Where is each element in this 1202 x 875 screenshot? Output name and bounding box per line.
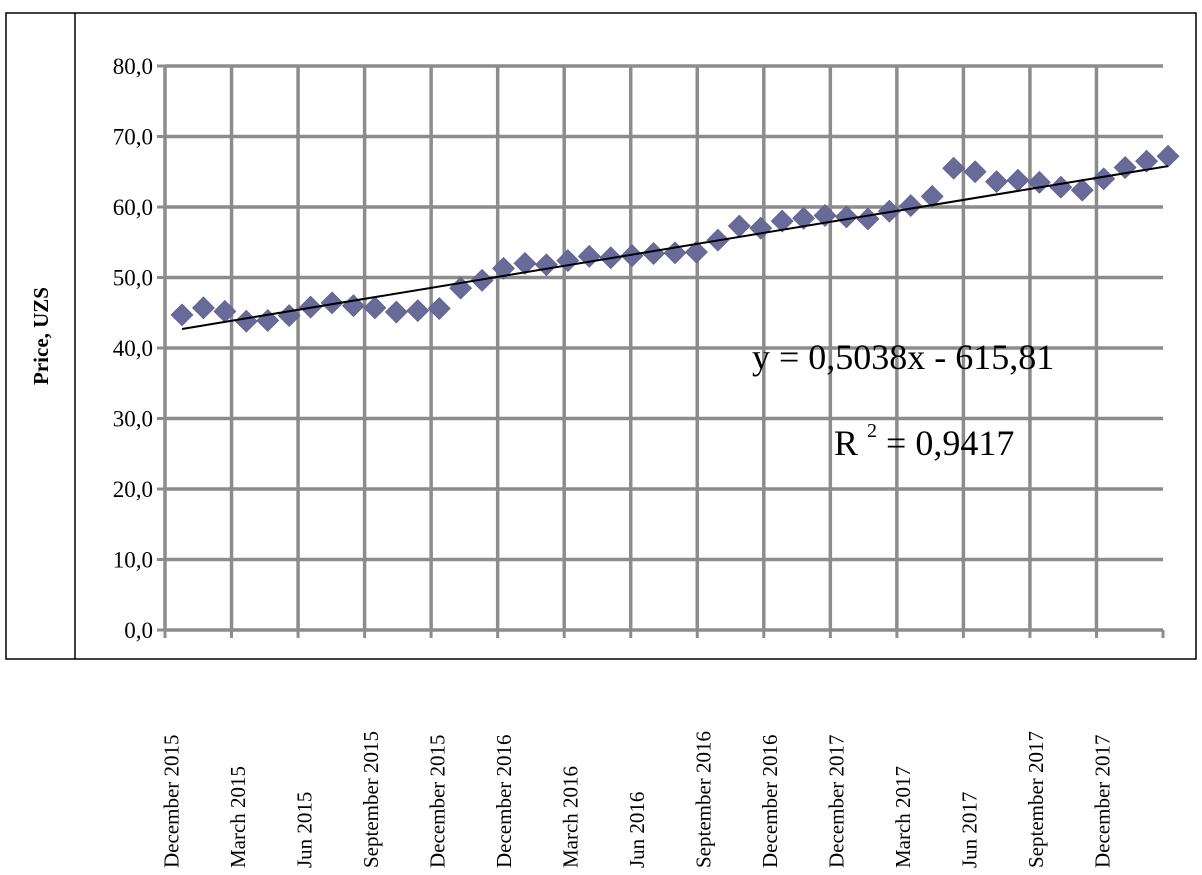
data-point xyxy=(985,170,1008,194)
data-point xyxy=(899,194,923,218)
gridlines xyxy=(165,64,1163,630)
data-point xyxy=(449,276,473,300)
data-point xyxy=(577,244,601,268)
data-point xyxy=(492,256,515,280)
y-tick-label: 40,0 xyxy=(113,336,153,361)
x-tick-label: December 2016 xyxy=(492,734,516,868)
data-point xyxy=(342,294,365,318)
data-point xyxy=(427,297,451,320)
data-point xyxy=(749,216,773,240)
data-point xyxy=(384,300,408,324)
x-tick-label: March 2016 xyxy=(558,766,582,868)
x-tick-label: December 2017 xyxy=(825,734,849,868)
r-squared-superscript: 2 xyxy=(867,420,877,442)
r-squared-label: R 2 = 0,9417 xyxy=(834,405,1014,463)
y-tick-label: 80,0 xyxy=(113,54,153,79)
axes xyxy=(157,64,1165,638)
data-point xyxy=(620,244,644,268)
data-point xyxy=(856,207,880,231)
data-point xyxy=(234,309,258,333)
data-point xyxy=(685,240,708,264)
y-tick-label: 70,0 xyxy=(113,125,153,150)
data-point xyxy=(1006,168,1030,192)
x-tick-label: September 2016 xyxy=(692,731,716,868)
x-axis-ticks: December 2015 March 2015 Jun 2015 September… xyxy=(159,731,1114,868)
r-squared-value: = 0,9417 xyxy=(886,423,1014,463)
data-point xyxy=(192,296,215,320)
data-point xyxy=(170,303,194,327)
trendline-equation: y = 0,5038x - 615,81 xyxy=(752,337,1054,377)
r-squared-symbol: R xyxy=(834,423,858,463)
data-point xyxy=(513,251,537,275)
data-point xyxy=(963,160,987,184)
data-point xyxy=(1049,175,1073,199)
x-tick-label: Jun 2015 xyxy=(292,792,316,868)
chart-frame xyxy=(5,12,1197,660)
trendline xyxy=(181,165,1169,330)
y-axis-ticks: 0,0 10,0 20,0 30,0 40,0 50,0 60,0 70,0 80,0 xyxy=(113,54,153,643)
data-point xyxy=(663,241,687,265)
data-points xyxy=(170,144,1180,333)
data-point xyxy=(727,214,751,238)
data-point xyxy=(363,296,387,320)
data-point xyxy=(770,209,794,233)
x-tick-label: Jun 2017 xyxy=(958,792,982,868)
x-tick-label: September 2017 xyxy=(1024,731,1048,868)
data-point xyxy=(1027,170,1051,194)
y-tick-label: 20,0 xyxy=(113,477,153,502)
x-tick-label: December 2015 xyxy=(159,734,183,868)
data-point xyxy=(920,185,944,208)
y-tick-label: 30,0 xyxy=(113,407,153,432)
data-point xyxy=(1156,144,1180,168)
x-tick-label: March 2017 xyxy=(891,766,915,868)
data-point xyxy=(792,206,816,230)
x-tick-label: March 2015 xyxy=(226,766,250,868)
data-point xyxy=(556,249,580,273)
data-point xyxy=(320,291,344,315)
y-tick-label: 0,0 xyxy=(124,618,153,643)
data-point xyxy=(642,242,665,265)
y-axis-label: Price, UZS xyxy=(29,287,53,385)
data-point xyxy=(406,299,430,323)
x-tick-label: December 2017 xyxy=(1091,734,1115,868)
x-tick-label: September 2015 xyxy=(359,731,383,868)
y-tick-label: 10,0 xyxy=(113,548,153,573)
data-point xyxy=(534,253,558,277)
x-tick-label: Jun 2016 xyxy=(625,792,649,868)
y-tick-label: 50,0 xyxy=(113,266,153,291)
data-point xyxy=(835,205,858,229)
data-point xyxy=(1135,149,1158,173)
x-tick-label: December 2015 xyxy=(425,734,449,868)
data-point xyxy=(942,156,966,180)
x-tick-label: December 2016 xyxy=(758,734,782,868)
data-point xyxy=(1070,178,1094,202)
y-tick-label: 60,0 xyxy=(113,195,153,220)
